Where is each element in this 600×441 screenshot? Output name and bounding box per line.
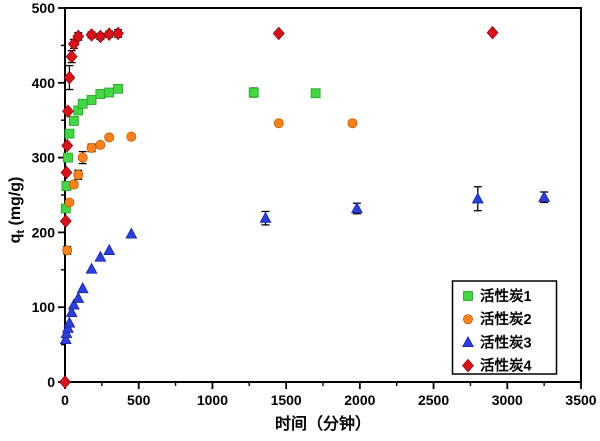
y-tick-label: 100 [32,299,56,315]
y-tick-label: 300 [32,150,56,166]
legend-label: 活性炭1 [480,287,532,305]
data-point-活性炭4 [59,214,72,228]
data-point-活性炭1 [95,89,106,99]
legend-marker-square [463,291,473,301]
data-point-活性炭4 [112,26,125,41]
data-point-活性炭1 [64,128,75,139]
data-point-活性炭3 [350,202,363,214]
data-point-活性炭1 [86,95,97,105]
data-point-活性炭3 [103,243,116,255]
x-tick-label: 2000 [344,392,375,408]
data-point-活性炭4 [61,138,74,153]
data-point-活性炭2 [77,152,88,163]
y-tick-label: 0 [47,374,55,390]
legend-label: 活性炭4 [480,357,532,375]
data-point-活性炭1 [77,98,88,109]
data-point-活性炭1 [68,116,79,126]
data-point-活性炭2 [73,169,84,180]
legend-label: 活性炭3 [480,333,532,351]
x-tick-label: 500 [127,392,151,408]
data-point-活性炭3 [471,192,484,204]
data-point-活性炭4 [486,25,499,40]
x-tick-label: 1500 [271,392,302,408]
data-point-活性炭2 [104,132,115,143]
data-point-活性炭2 [126,131,137,142]
y-tick-label: 200 [32,224,56,240]
legend-marker-circle [462,314,473,325]
x-axis-title: 时间（分钟） [275,414,371,433]
legend-marker-diamond [462,358,474,373]
data-point-活性炭3 [85,262,98,274]
data-point-活性炭4 [103,27,116,41]
data-point-活性炭3 [538,190,551,202]
data-point-活性炭3 [125,227,138,239]
data-point-活性炭3 [94,250,107,262]
data-point-活性炭1 [113,83,123,94]
data-point-活性炭3 [76,282,89,294]
x-tick-label: 3000 [492,392,523,408]
y-tick-label: 500 [32,0,56,16]
data-point-活性炭1 [310,88,321,99]
y-tick-label: 400 [32,75,56,91]
legend-label: 活性炭2 [480,310,532,328]
data-point-活性炭2 [62,245,73,256]
data-point-活性炭2 [273,118,284,129]
data-point-活性炭3 [72,291,85,303]
data-point-活性炭3 [65,305,78,318]
x-tick-label: 0 [61,392,69,408]
data-point-活性炭1 [104,87,115,98]
data-point-活性炭1 [63,152,73,163]
data-point-活性炭4 [72,29,85,44]
data-point-活性炭2 [64,197,75,208]
x-tick-label: 1000 [197,392,228,408]
data-point-活性炭3 [67,298,80,310]
data-point-活性炭4 [62,104,74,119]
y-axis-title: qt (mg/g) [7,177,27,244]
data-point-活性炭2 [347,118,358,129]
data-point-活性炭4 [63,70,76,85]
data-point-活性炭4 [59,375,71,389]
x-tick-label: 3500 [565,392,596,408]
data-point-活性炭4 [65,49,78,64]
data-point-活性炭4 [272,26,285,41]
data-point-活性炭3 [59,332,72,344]
data-point-活性炭3 [259,211,272,223]
data-point-活性炭4 [94,29,107,44]
data-point-活性炭2 [68,179,79,190]
data-point-活性炭3 [63,316,76,328]
data-point-活性炭4 [85,28,98,42]
data-point-活性炭4 [60,165,73,180]
legend-marker-triangle [462,335,474,348]
x-tick-label: 2500 [418,392,449,408]
data-point-活性炭1 [248,87,259,98]
data-point-活性炭2 [86,142,97,153]
data-point-活性炭2 [95,139,106,150]
